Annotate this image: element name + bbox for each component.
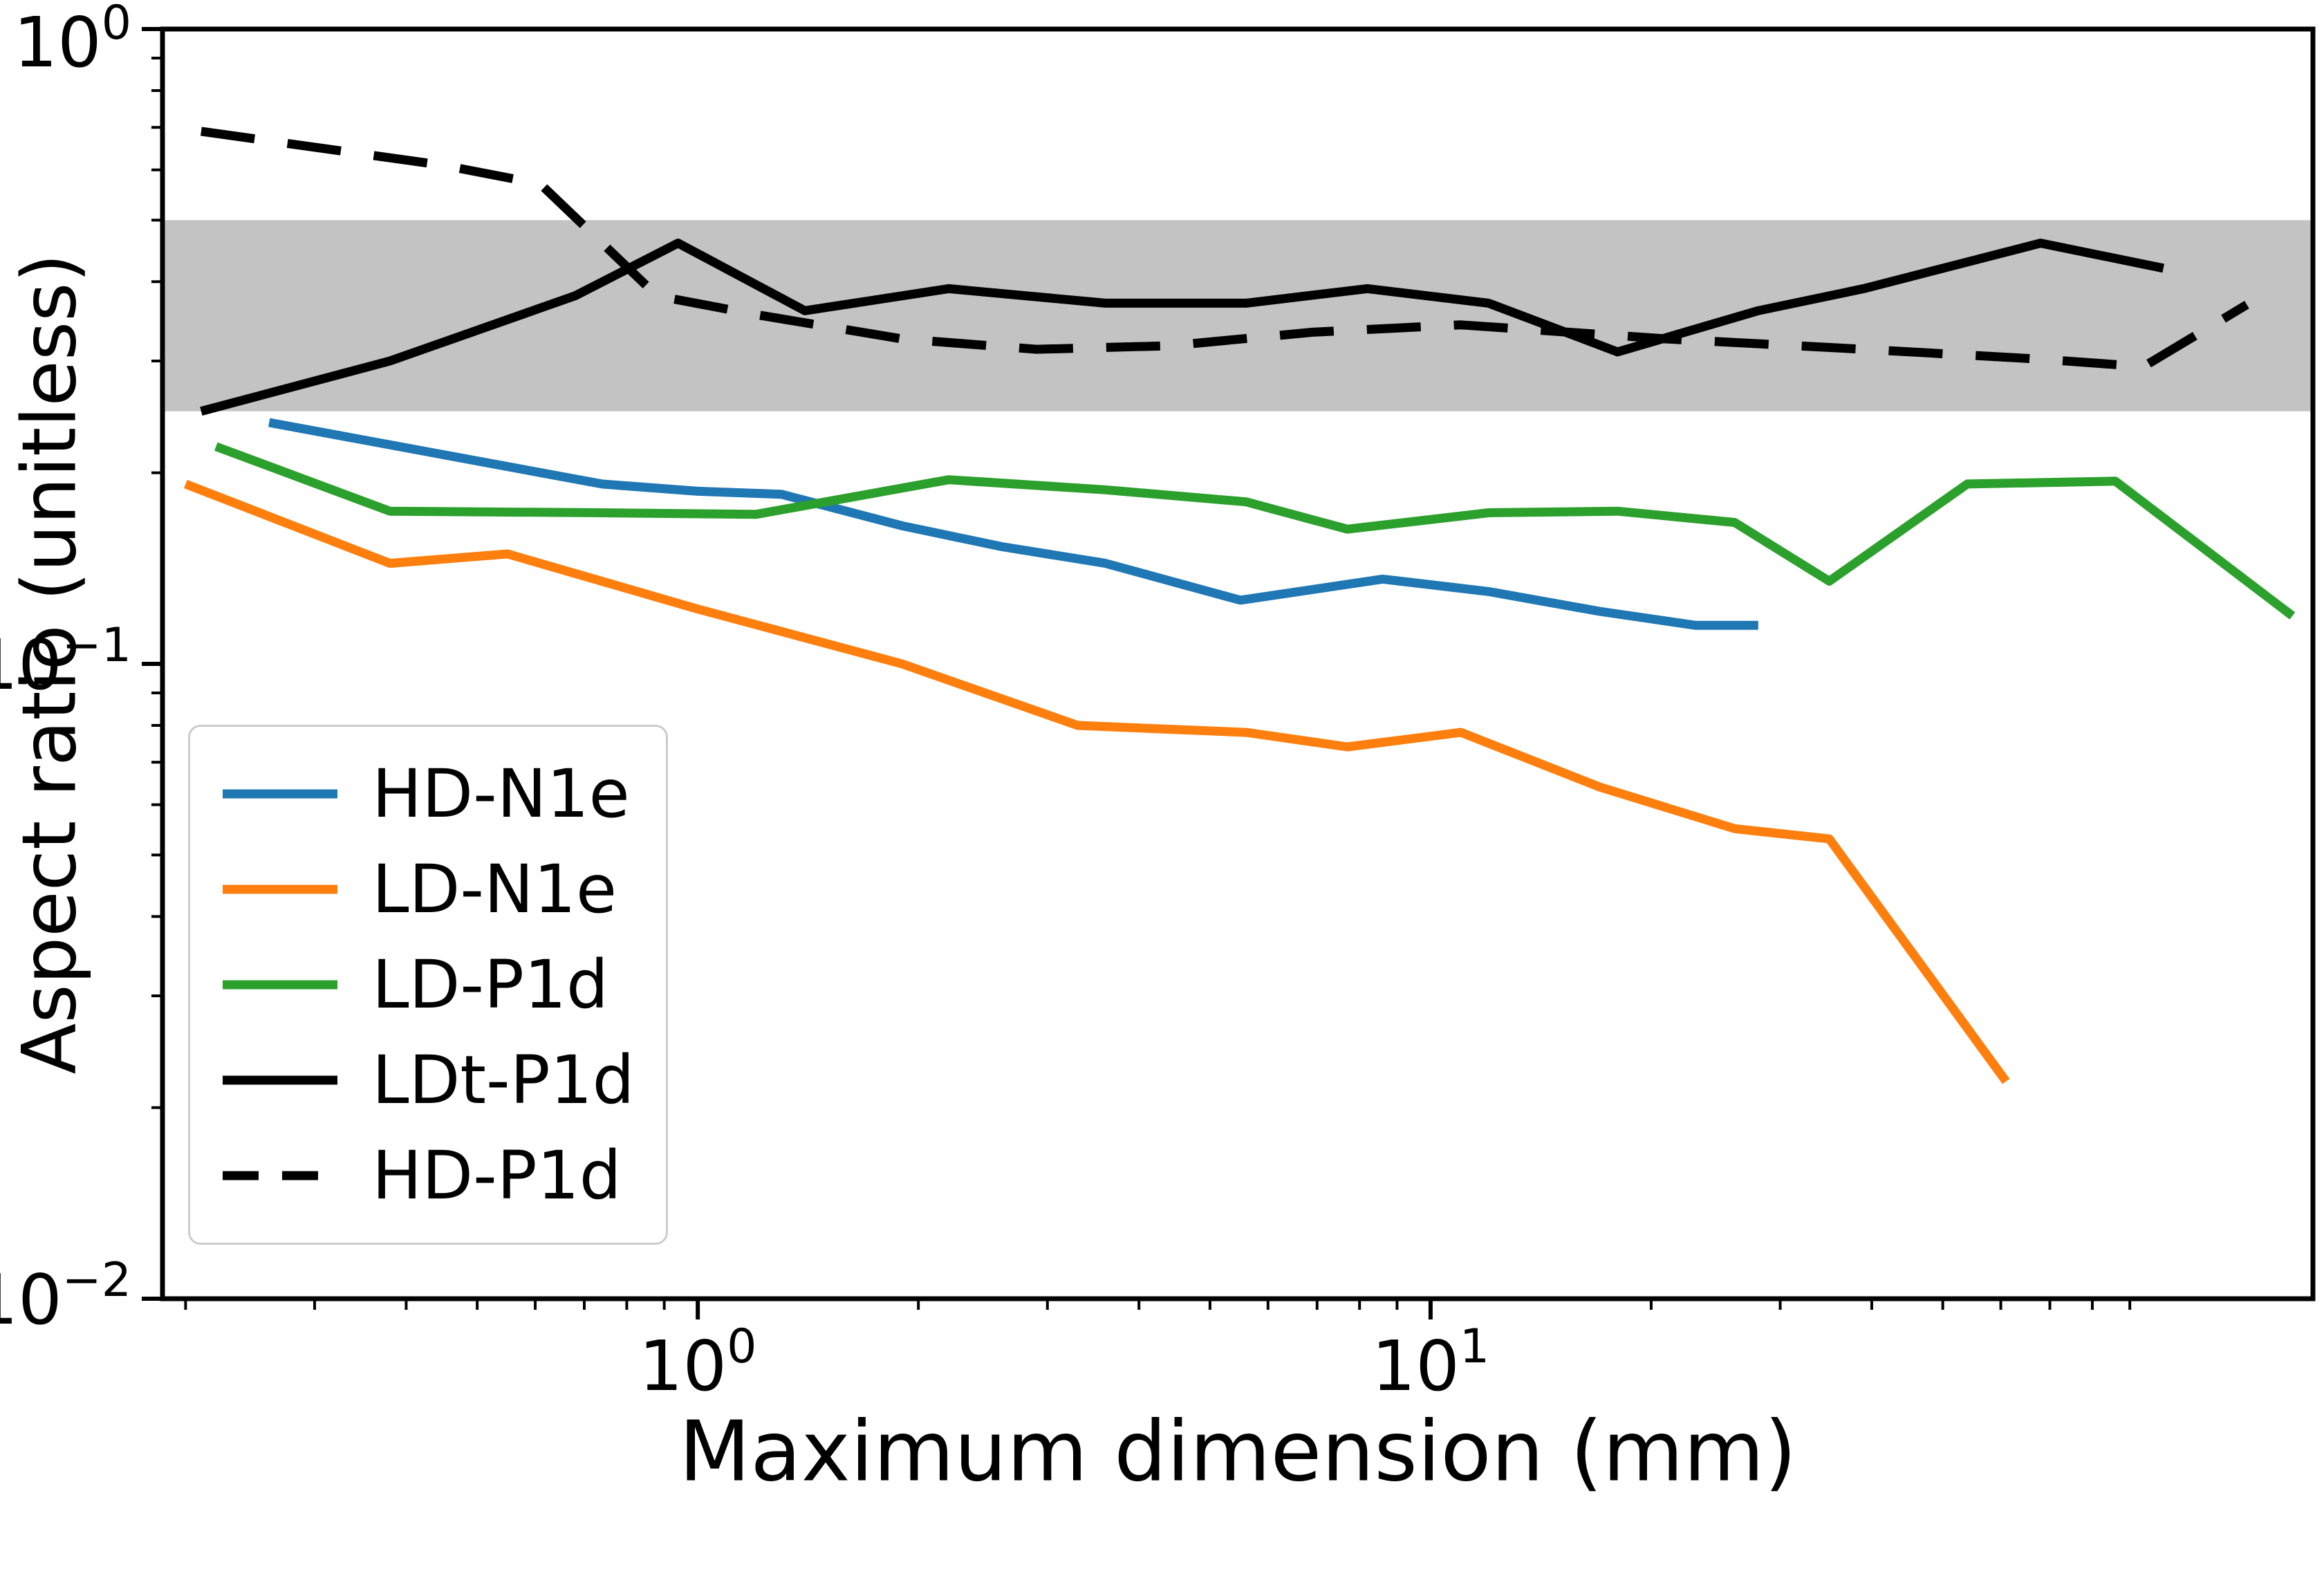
y-axis-label: Aspect ratio (unitless) [6, 253, 93, 1075]
legend-swatch-0 [223, 789, 337, 799]
x-tick-label: 101 [1372, 1319, 1490, 1407]
shaded-band [162, 220, 2313, 411]
x-tick-label: 100 [639, 1319, 757, 1407]
legend: HD-N1e LD-N1e LD-P1d LDt-P1d HD-P1d [188, 725, 668, 1245]
series-line-LD-P1d [214, 442, 2296, 620]
series-line-HD-N1e [268, 418, 1758, 630]
legend-label: HD-N1e [372, 755, 630, 833]
x-axis-label: Maximum dimension (mm) [678, 1404, 1797, 1501]
legend-swatch-1 [223, 884, 337, 894]
legend-label: HD-P1d [372, 1137, 622, 1214]
y-tick-label: 10−2 [0, 1253, 131, 1340]
legend-swatch-4 [223, 1171, 337, 1180]
series-line-LDt-P1d [200, 239, 2165, 416]
legend-item: LDt-P1d [221, 1032, 635, 1128]
legend-item: LD-N1e [221, 842, 635, 937]
series-line-HD-P1d [200, 127, 2249, 371]
legend-swatch-2 [223, 980, 337, 990]
legend-label: LDt-P1d [372, 1041, 635, 1119]
legend-item: HD-P1d [221, 1128, 635, 1223]
series-line-LD-N1e [184, 479, 2010, 1084]
legend-item: HD-N1e [221, 746, 635, 842]
y-tick-label: 100 [13, 0, 131, 83]
axes-spines [160, 26, 2316, 1301]
legend-label: LD-N1e [372, 851, 617, 928]
legend-label: LD-P1d [372, 946, 608, 1023]
legend-swatch-3 [223, 1075, 337, 1085]
legend-item: LD-P1d [221, 937, 635, 1032]
